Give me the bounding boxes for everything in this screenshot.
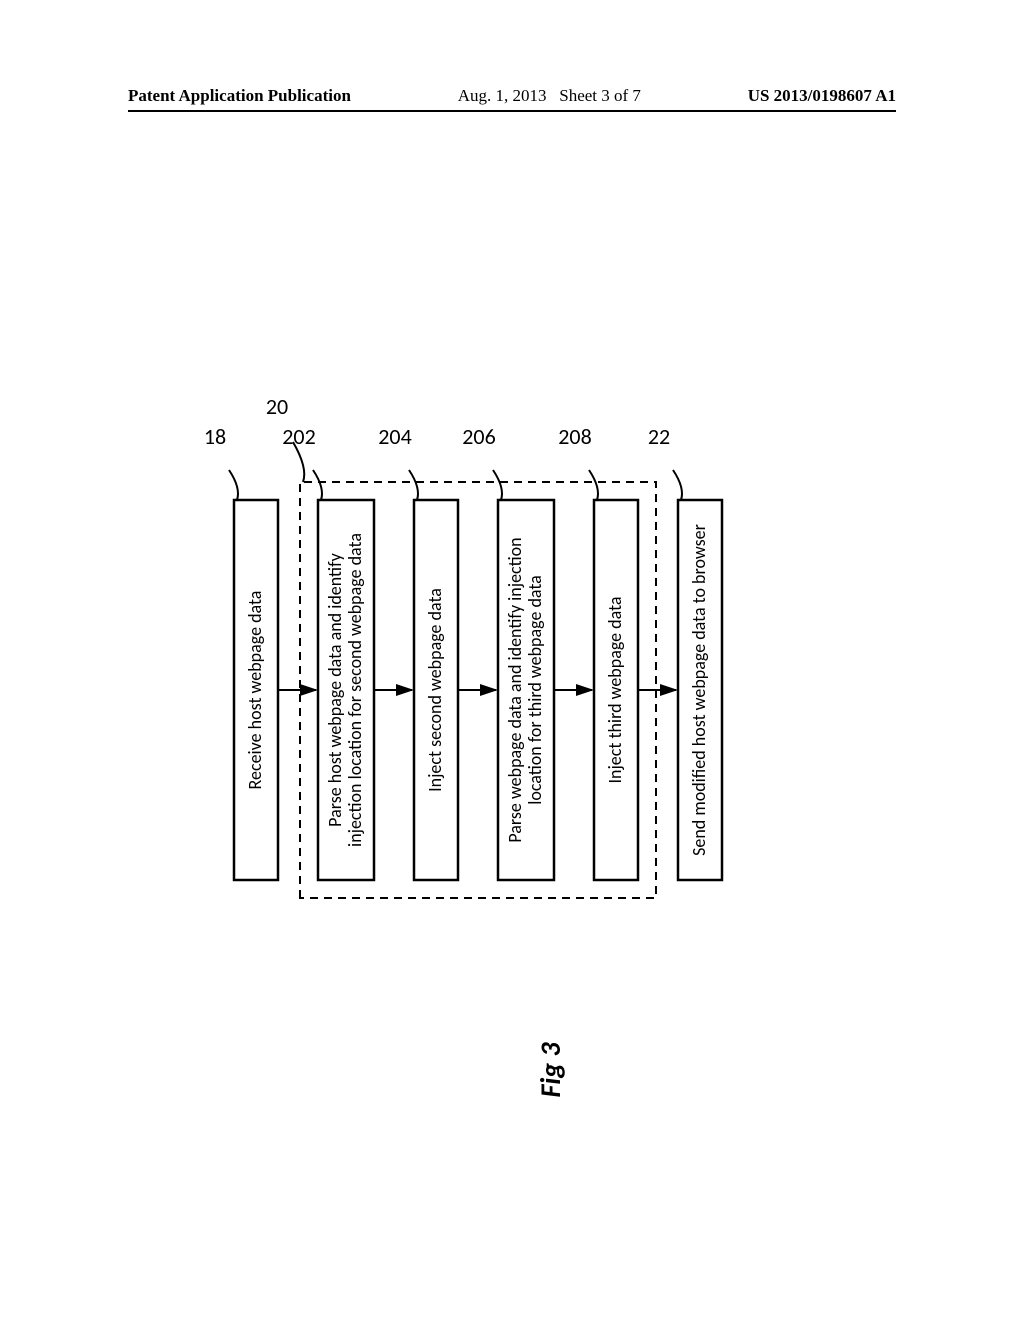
flow-box-label: Parse webpage data and identify injectio… — [504, 537, 526, 842]
reference-number: 18 — [204, 423, 226, 450]
flow-box-label: Parse host webpage data and identify — [324, 552, 346, 826]
reference-number: 202 — [282, 423, 315, 450]
diagram-root: Receive host webpage data 18 Parse host we… — [204, 393, 722, 1098]
leader-line — [589, 470, 598, 500]
leader-line — [493, 470, 502, 500]
flow-box-label: Receive host webpage data — [244, 591, 266, 790]
flow-box-label: location for third webpage data — [524, 575, 546, 805]
leader-line — [313, 470, 322, 500]
reference-number: 20 — [266, 393, 288, 420]
reference-number: 22 — [648, 423, 670, 450]
flowchart-diagram: Receive host webpage data 18 Parse host we… — [0, 0, 1024, 1320]
flow-box-label: Inject second webpage data — [424, 588, 446, 792]
leader-line — [229, 470, 238, 500]
flow-box-label: Send modified host webpage data to brows… — [688, 524, 710, 856]
leader-line — [673, 470, 682, 500]
reference-number: 208 — [558, 423, 591, 450]
flow-box-label: Inject third webpage data — [604, 596, 626, 783]
reference-number: 206 — [462, 423, 495, 450]
leader-line — [409, 470, 418, 500]
figure-label: Fig 3 — [533, 1042, 568, 1098]
flow-box-label: injection location for second webpage da… — [344, 533, 366, 847]
reference-number: 204 — [378, 423, 411, 450]
